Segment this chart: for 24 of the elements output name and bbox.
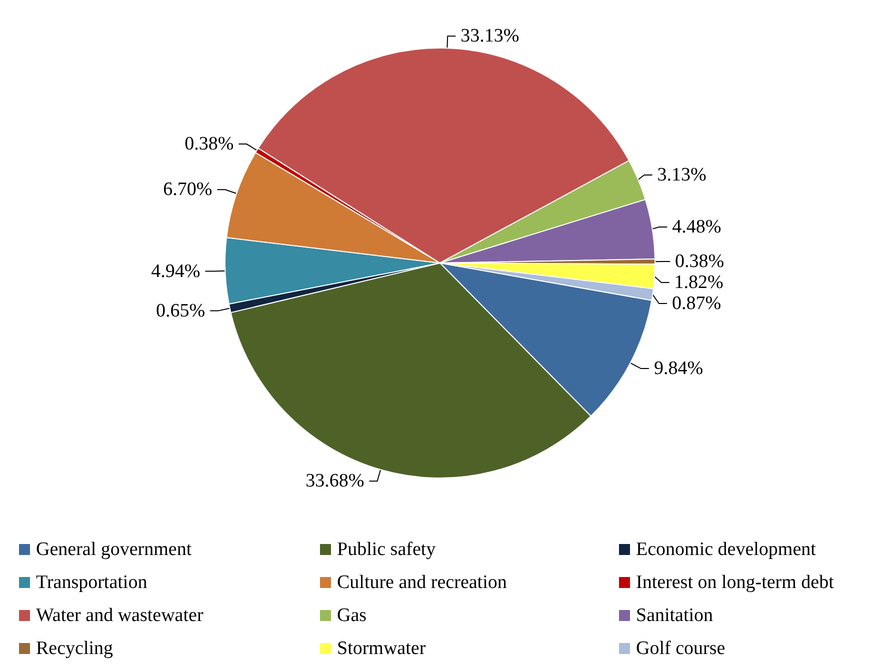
data-label: 1.82% [674, 272, 724, 294]
legend-label: Public safety [337, 539, 436, 560]
legend-label: General government [36, 539, 192, 560]
legend-label: Stormwater [337, 638, 426, 659]
legend-label: Water and wastewater [36, 605, 204, 626]
legend-label: Golf course [636, 638, 726, 659]
legend-label: Transportation [36, 572, 148, 593]
data-label: 33.68% [306, 470, 364, 492]
data-label: 4.48% [672, 216, 722, 238]
data-label: 6.70% [163, 179, 212, 200]
data-label: 0.38% [674, 251, 724, 272]
legend-label: Economic development [636, 539, 817, 560]
data-label: 3.13% [657, 164, 707, 186]
legend-label: Culture and recreation [337, 572, 508, 593]
legend-label: Sanitation [636, 605, 714, 626]
data-label: 0.87% [672, 293, 722, 314]
legend-label: Gas [337, 605, 367, 626]
data-label: 0.65% [156, 300, 206, 322]
legend-label: Recycling [36, 638, 114, 659]
data-label: 33.13% [460, 26, 520, 47]
data-label: 4.94% [151, 260, 200, 282]
data-label: 0.38% [184, 134, 234, 155]
data-label: 9.84% [654, 358, 704, 380]
legend-label: Interest on long-term debt [636, 572, 835, 593]
